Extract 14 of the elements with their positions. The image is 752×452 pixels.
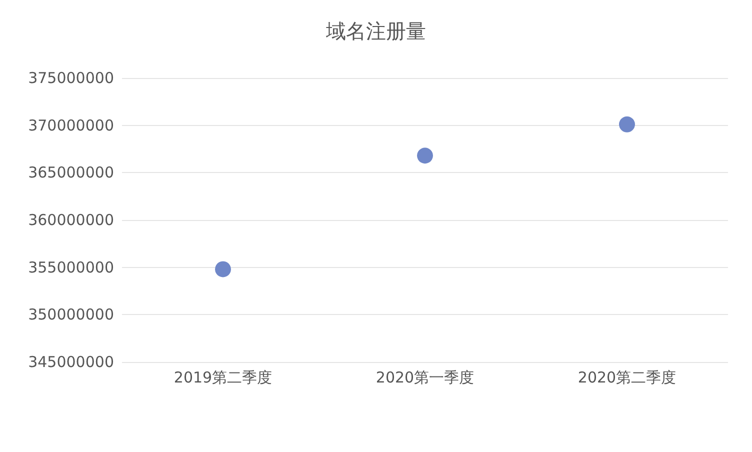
y-tick-label: 355000000 — [28, 258, 114, 276]
y-tick-label: 365000000 — [28, 164, 114, 182]
x-tick-label: 2020第一季度 — [376, 368, 474, 386]
x-tick-label: 2019第二季度 — [174, 368, 272, 386]
x-tick-label: 2020第二季度 — [578, 368, 676, 386]
y-tick-label: 375000000 — [28, 69, 114, 87]
y-tick-label: 360000000 — [28, 211, 114, 229]
point — [215, 261, 231, 278]
point — [619, 116, 635, 132]
chart-title: 域名注册量 — [325, 19, 426, 43]
y-tick-label: 345000000 — [28, 353, 114, 371]
y-tick-label: 350000000 — [28, 306, 114, 324]
y-tick-label: 370000000 — [28, 116, 114, 134]
point — [417, 148, 433, 164]
